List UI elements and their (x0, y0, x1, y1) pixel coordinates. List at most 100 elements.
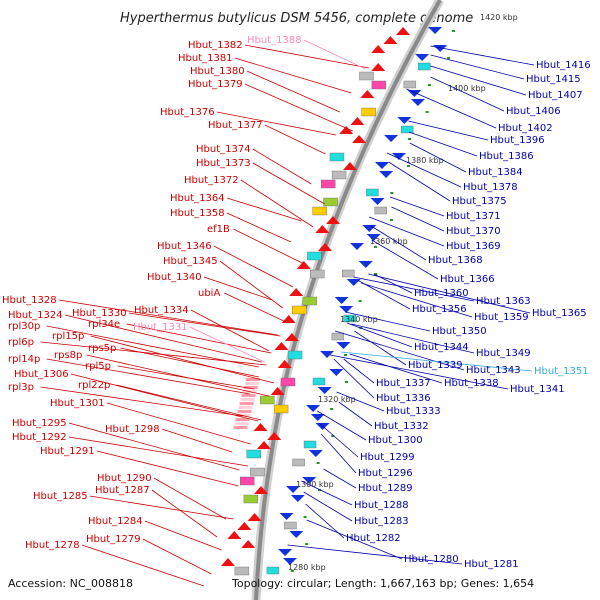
left-gene-label[interactable]: Hbut_1388 (247, 35, 302, 46)
left-gene-label[interactable]: rpl5p (85, 361, 111, 372)
left-gene-label[interactable]: Hbut_1364 (170, 193, 225, 204)
right-gene-label[interactable]: Hbut_1366 (440, 274, 495, 285)
right-gene-label[interactable]: Hbut_1386 (479, 151, 534, 162)
left-gene-label[interactable]: Hbut_1334 (134, 305, 189, 316)
left-gene-label[interactable]: Hbut_1298 (105, 424, 160, 435)
left-gene-label[interactable]: Hbut_1380 (190, 66, 245, 77)
left-gene-label[interactable]: ubiA (198, 288, 220, 299)
reverse-gene-block (366, 188, 379, 197)
right-gene-label[interactable]: Hbut_1333 (386, 406, 441, 417)
right-gene-label[interactable]: Hbut_1360 (414, 288, 469, 299)
left-gene-label[interactable]: Hbut_1291 (40, 446, 95, 457)
right-gene-label[interactable]: Hbut_1415 (526, 74, 581, 85)
right-gene-label[interactable]: Hbut_1396 (490, 135, 545, 146)
left-gene-label[interactable]: Hbut_1330 (72, 308, 127, 319)
left-gene-label[interactable]: Hbut_1285 (33, 491, 88, 502)
right-gene-label[interactable]: Hbut_1280 (404, 554, 459, 565)
right-gene-label[interactable]: Hbut_1336 (376, 393, 431, 404)
left-label-leader (161, 428, 233, 453)
right-gene-label[interactable]: Hbut_1282 (346, 533, 401, 544)
right-gene-label[interactable]: Hbut_1344 (414, 342, 469, 353)
left-gene-label[interactable]: Hbut_1292 (12, 432, 67, 443)
right-gene-label[interactable]: Hbut_1375 (452, 196, 507, 207)
left-gene-label[interactable]: Hbut_1382 (188, 40, 243, 51)
right-gene-label[interactable]: Hbut_1281 (464, 559, 519, 570)
right-gene-label[interactable]: Hbut_1349 (476, 348, 531, 359)
left-gene-label[interactable]: Hbut_1377 (208, 120, 263, 131)
forward-gene-arrow (247, 513, 262, 521)
right-gene-label[interactable]: Hbut_1288 (354, 500, 409, 511)
left-label-leader (153, 477, 227, 520)
left-gene-label[interactable]: Hbut_1372 (184, 175, 239, 186)
left-gene-label[interactable]: rpl6p (8, 337, 34, 348)
left-gene-label[interactable]: Hbut_1374 (196, 144, 251, 155)
right-gene-label[interactable]: Hbut_1283 (354, 516, 409, 527)
left-gene-label[interactable]: Hbut_1331 (133, 322, 188, 333)
right-gene-label[interactable]: Hbut_1416 (536, 60, 591, 71)
left-gene-label[interactable]: Hbut_1340 (147, 272, 202, 283)
right-gene-label[interactable]: Hbut_1332 (374, 421, 429, 432)
left-gene-label[interactable]: rps5p (88, 343, 116, 354)
right-gene-label[interactable]: Hbut_1341 (510, 384, 565, 395)
left-gene-label[interactable]: Hbut_1287 (95, 485, 150, 496)
left-gene-label[interactable]: Hbut_1301 (50, 398, 105, 409)
left-gene-label[interactable]: Hbut_1328 (2, 295, 57, 306)
left-gene-label[interactable]: Hbut_1381 (178, 53, 233, 64)
left-gene-label[interactable]: Hbut_1295 (12, 418, 67, 429)
right-gene-label[interactable]: Hbut_1407 (528, 90, 583, 101)
right-gene-label[interactable]: Hbut_1384 (468, 167, 523, 178)
left-gene-label[interactable]: rpl34e (88, 319, 120, 330)
left-gene-label[interactable]: Hbut_1379 (188, 79, 243, 90)
right-gene-label[interactable]: Hbut_1370 (446, 226, 501, 237)
left-gene-label[interactable]: rpl22p (78, 380, 110, 391)
left-gene-label[interactable]: rpl3p (8, 382, 34, 393)
right-label-leader (353, 276, 475, 302)
left-gene-label[interactable]: Hbut_1284 (88, 516, 143, 527)
left-gene-label[interactable]: Hbut_1373 (196, 158, 251, 169)
right-gene-label[interactable]: Hbut_1369 (446, 241, 501, 252)
right-gene-label[interactable]: Hbut_1296 (358, 468, 413, 479)
left-gene-label[interactable]: Hbut_1324 (8, 310, 63, 321)
green-feature-mark (374, 273, 378, 275)
right-gene-label[interactable]: Hbut_1406 (506, 106, 561, 117)
right-gene-label[interactable]: Hbut_1299 (360, 452, 415, 463)
left-gene-label[interactable]: Hbut_1290 (97, 473, 152, 484)
left-gene-label[interactable]: ef1B (207, 224, 230, 235)
left-gene-label[interactable]: rps8p (54, 350, 82, 361)
forward-gene-arrow (254, 486, 269, 494)
right-label-leader (338, 401, 373, 427)
left-gene-label[interactable]: Hbut_1376 (160, 107, 215, 118)
right-gene-label[interactable]: Hbut_1371 (446, 211, 501, 222)
right-label-leader (336, 391, 385, 412)
reverse-gene-arrow (407, 90, 422, 97)
kbp-tick-label: 1300 kbp (296, 480, 334, 489)
left-gene-label[interactable]: Hbut_1345 (163, 256, 218, 267)
right-gene-label[interactable]: Hbut_1339 (408, 360, 463, 371)
left-gene-label[interactable]: Hbut_1278 (25, 540, 80, 551)
forward-gene-arrow (342, 162, 357, 170)
right-gene-label[interactable]: Hbut_1343 (466, 365, 521, 376)
right-gene-label[interactable]: Hbut_1300 (368, 435, 423, 446)
left-gene-label[interactable]: rpl14p (8, 354, 40, 365)
right-gene-label[interactable]: Hbut_1351 (534, 366, 589, 377)
right-gene-label[interactable]: Hbut_1368 (428, 255, 483, 266)
reverse-gene-block (292, 458, 305, 467)
right-label-leader (287, 544, 463, 565)
right-gene-label[interactable]: Hbut_1337 (376, 378, 431, 389)
right-gene-label[interactable]: Hbut_1338 (444, 378, 499, 389)
left-gene-label[interactable]: Hbut_1346 (157, 241, 212, 252)
right-gene-label[interactable]: Hbut_1363 (476, 296, 531, 307)
left-gene-label[interactable]: Hbut_1358 (170, 208, 225, 219)
left-label-leader (203, 276, 273, 301)
left-gene-label[interactable]: Hbut_1306 (14, 369, 69, 380)
left-gene-label[interactable]: rpl15p (52, 331, 84, 342)
right-gene-label[interactable]: Hbut_1359 (474, 312, 529, 323)
right-gene-label[interactable]: Hbut_1289 (358, 483, 413, 494)
right-gene-label[interactable]: Hbut_1350 (432, 326, 487, 337)
right-gene-label[interactable]: Hbut_1356 (412, 304, 467, 315)
right-gene-label[interactable]: Hbut_1402 (498, 123, 553, 134)
left-gene-label[interactable]: rpl30p (8, 321, 40, 332)
right-gene-label[interactable]: Hbut_1365 (532, 308, 587, 319)
left-gene-label[interactable]: Hbut_1279 (86, 534, 141, 545)
right-gene-label[interactable]: Hbut_1378 (463, 182, 518, 193)
